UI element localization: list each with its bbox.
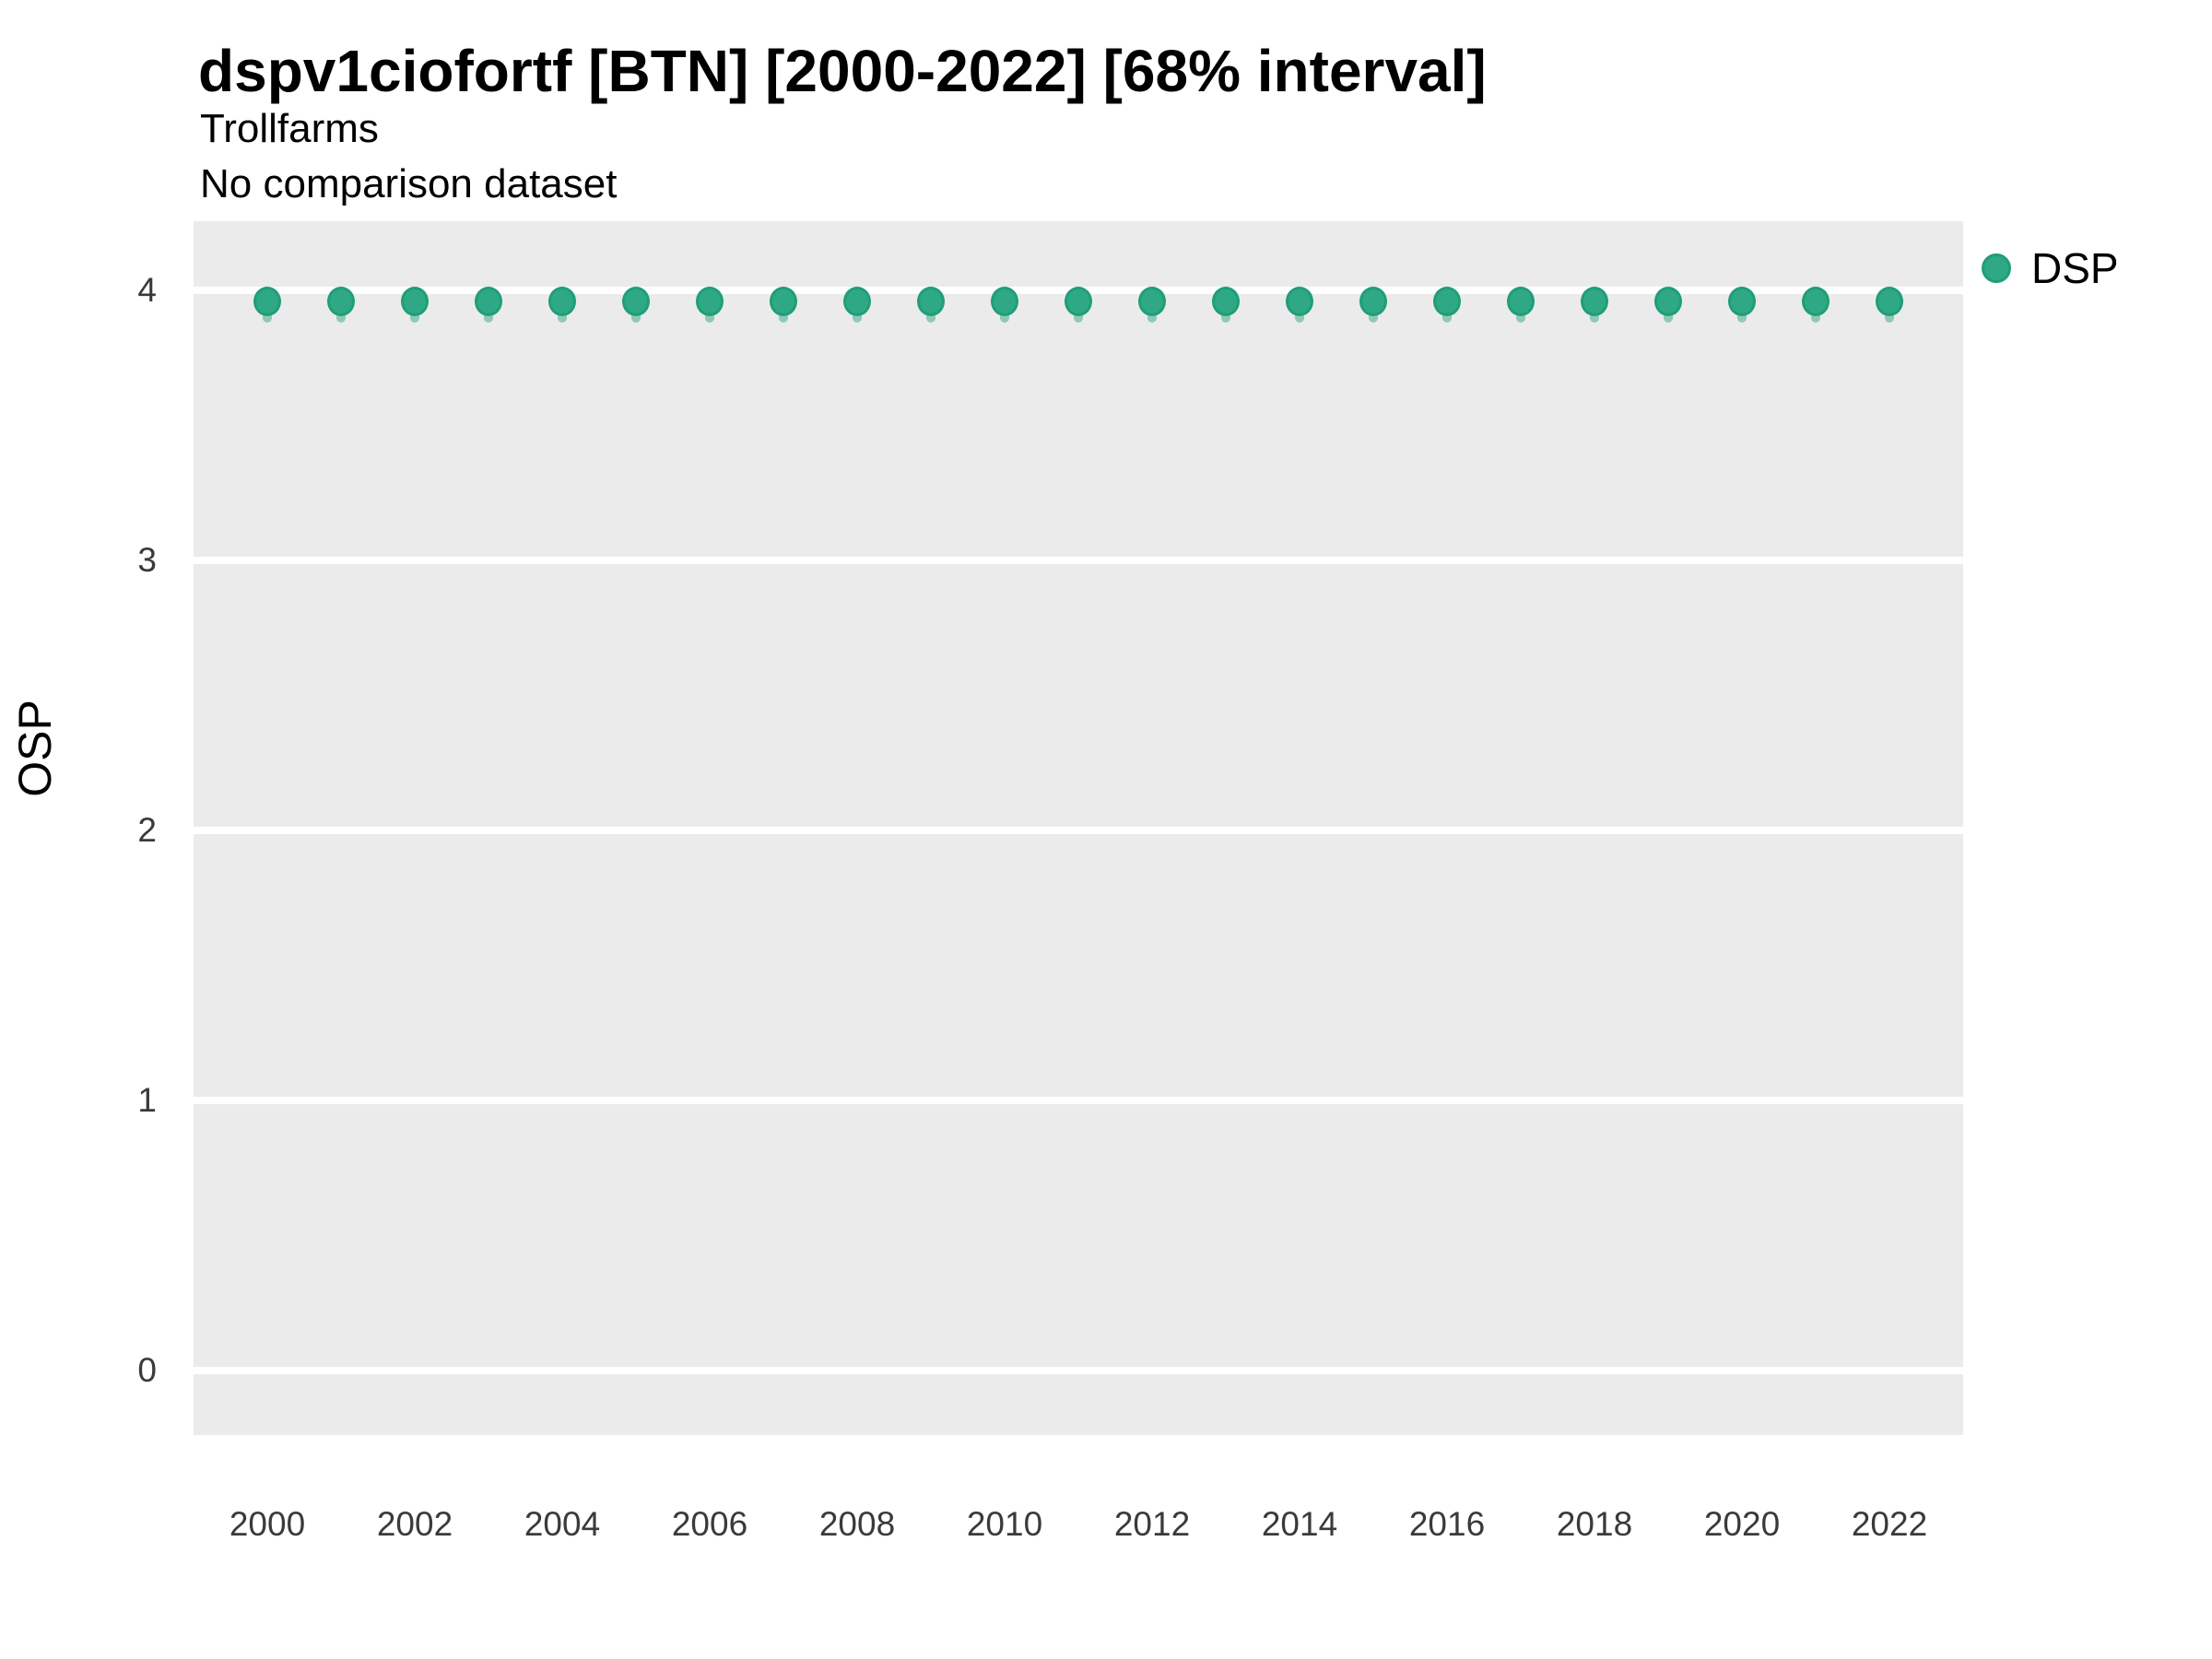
y-tick-label-0: 0 bbox=[137, 1351, 157, 1389]
legend: DSP bbox=[1982, 247, 2119, 289]
x-tick-label-2020: 2020 bbox=[1703, 1505, 1781, 1543]
data-point-2003 bbox=[475, 286, 502, 316]
x-tick-label-2000: 2000 bbox=[229, 1505, 306, 1543]
data-point-2011 bbox=[1065, 286, 1092, 316]
y-gridline-1 bbox=[194, 1097, 1963, 1104]
data-point-2021 bbox=[1802, 286, 1830, 316]
x-tick-label-2016: 2016 bbox=[1408, 1505, 1486, 1543]
x-tick-label-2014: 2014 bbox=[1261, 1505, 1338, 1543]
x-tick-label-2010: 2010 bbox=[966, 1505, 1043, 1543]
data-point-2018 bbox=[1581, 286, 1608, 316]
data-point-2016 bbox=[1433, 286, 1461, 316]
y-gridline-3 bbox=[194, 557, 1963, 564]
x-tick-label-2004: 2004 bbox=[524, 1505, 601, 1543]
x-tick-label-2002: 2002 bbox=[376, 1505, 453, 1543]
data-point-2005 bbox=[622, 286, 650, 316]
y-gridline-2 bbox=[194, 827, 1963, 834]
data-point-2001 bbox=[327, 286, 355, 316]
x-tick-label-2012: 2012 bbox=[1113, 1505, 1191, 1543]
data-point-2002 bbox=[401, 286, 429, 316]
data-point-2015 bbox=[1359, 286, 1387, 316]
chart-subtitle: Trollfarms bbox=[200, 106, 379, 151]
y-tick-label-3: 3 bbox=[137, 541, 157, 579]
x-tick-label-2022: 2022 bbox=[1851, 1505, 1928, 1543]
y-tick-label-2: 2 bbox=[137, 811, 157, 849]
x-tick-label-2018: 2018 bbox=[1556, 1505, 1633, 1543]
chart-comparison-note: No comparison dataset bbox=[200, 161, 618, 206]
data-point-2008 bbox=[843, 286, 871, 316]
x-tick-label-2006: 2006 bbox=[671, 1505, 748, 1543]
data-point-2013 bbox=[1212, 286, 1240, 316]
data-point-2022 bbox=[1876, 286, 1903, 316]
y-axis-title: OSP bbox=[9, 700, 61, 797]
data-point-2014 bbox=[1286, 286, 1313, 316]
data-point-2012 bbox=[1138, 286, 1166, 316]
data-point-2009 bbox=[917, 286, 945, 316]
data-point-2010 bbox=[991, 286, 1018, 316]
y-tick-label-1: 1 bbox=[137, 1081, 157, 1119]
data-point-2000 bbox=[253, 286, 281, 316]
legend-marker-circle-icon bbox=[1982, 253, 2011, 283]
x-tick-label-2008: 2008 bbox=[818, 1505, 896, 1543]
plot-panel bbox=[194, 221, 1963, 1435]
chart-title: dspv1ciofortf [BTN] [2000-2022] [68% int… bbox=[198, 38, 1487, 104]
y-tick-label-4: 4 bbox=[137, 271, 157, 309]
data-point-2020 bbox=[1728, 286, 1756, 316]
data-point-2004 bbox=[548, 286, 576, 316]
data-point-2017 bbox=[1507, 286, 1535, 316]
data-point-2019 bbox=[1654, 286, 1682, 316]
data-point-2007 bbox=[770, 286, 797, 316]
y-gridline-0 bbox=[194, 1367, 1963, 1374]
data-point-2006 bbox=[696, 286, 724, 316]
legend-item-label: DSP bbox=[2031, 244, 2119, 292]
